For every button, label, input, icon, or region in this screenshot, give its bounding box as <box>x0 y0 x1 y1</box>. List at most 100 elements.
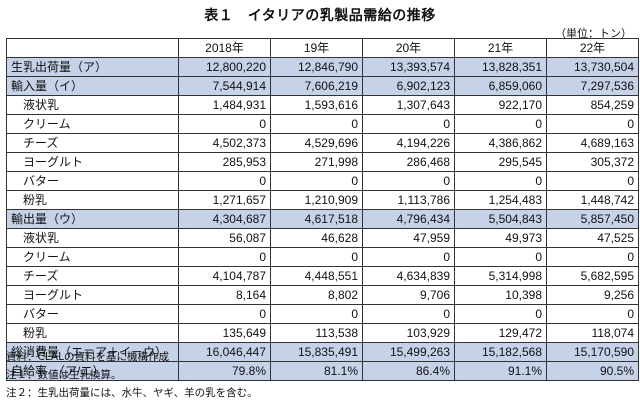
cell-value: 4,634,839 <box>362 266 455 286</box>
cell-value: 922,170 <box>454 95 547 115</box>
row-label: 液状乳 <box>6 95 179 115</box>
cell-value: 0 <box>270 304 363 324</box>
cell-value: 271,998 <box>270 152 363 172</box>
cell-value: 49,973 <box>454 228 547 248</box>
cell-value: 9,706 <box>362 285 455 305</box>
cell-value: 305,372 <box>546 152 639 172</box>
cell-value: 86.4% <box>362 361 455 381</box>
header-row: 2018年 19年 20年 21年 22年 <box>6 38 639 58</box>
cell-value: 0 <box>362 114 455 134</box>
row-label: 粉乳 <box>6 323 179 343</box>
cell-value: 1,593,616 <box>270 95 363 115</box>
cell-value: 16,046,447 <box>178 342 271 362</box>
table-row: ヨーグルト 285,953 271,998 286,468 295,545 305,372 <box>6 152 639 172</box>
cell-value: 47,959 <box>362 228 455 248</box>
cell-value: 91.1% <box>454 361 547 381</box>
header-year: 22年 <box>546 38 639 58</box>
cell-value: 0 <box>178 171 271 191</box>
cell-value: 8,164 <box>178 285 271 305</box>
cell-value: 1,271,657 <box>178 190 271 210</box>
cell-value: 0 <box>270 114 363 134</box>
table-title: 表１ イタリアの乳製品需給の推移 <box>204 8 436 24</box>
cell-value: 4,386,862 <box>454 133 547 153</box>
table-body: 生乳出荷量（ア） 12,800,220 12,846,790 13,393,574 13… <box>6 57 639 381</box>
cell-value: 12,800,220 <box>178 57 271 77</box>
table-row: 生乳出荷量（ア） 12,800,220 12,846,790 13,393,574 13… <box>6 57 639 77</box>
cell-value: 0 <box>546 304 639 324</box>
table-row: チーズ 4,104,787 4,448,551 4,634,839 5,314,998 5… <box>6 266 639 286</box>
cell-value: 4,194,226 <box>362 133 455 153</box>
cell-value: 0 <box>178 114 271 134</box>
cell-value: 79.8% <box>178 361 271 381</box>
table-row: クリーム 0 0 0 0 0 <box>6 247 639 267</box>
table-row: ヨーグルト 8,164 8,802 9,706 10,398 9,256 <box>6 285 639 305</box>
header-corner <box>6 38 179 58</box>
row-label: 輸入量（イ） <box>6 76 179 96</box>
cell-value: 135,649 <box>178 323 271 343</box>
cell-value: 4,304,687 <box>178 209 271 229</box>
row-label: ヨーグルト <box>6 152 179 172</box>
cell-value: 90.5% <box>546 361 639 381</box>
table-row: 粉乳 135,649 113,538 103,929 129,472 118,074 <box>6 323 639 343</box>
table-row: 液状乳 1,484,931 1,593,616 1,307,643 922,170 854… <box>6 95 639 115</box>
cell-value: 0 <box>454 114 547 134</box>
row-label: 粉乳 <box>6 190 179 210</box>
cell-value: 4,448,551 <box>270 266 363 286</box>
row-label: チーズ <box>6 266 179 286</box>
cell-value: 0 <box>546 114 639 134</box>
cell-value: 8,802 <box>270 285 363 305</box>
cell-value: 4,502,373 <box>178 133 271 153</box>
row-label: バター <box>6 304 179 324</box>
cell-value: 15,182,568 <box>454 342 547 362</box>
table-row: バター 0 0 0 0 0 <box>6 304 639 324</box>
cell-value: 4,104,787 <box>178 266 271 286</box>
cell-value: 7,544,914 <box>178 76 271 96</box>
cell-value: 1,307,643 <box>362 95 455 115</box>
cell-value: 0 <box>178 247 271 267</box>
unit-label: （単位：トン） <box>555 27 632 40</box>
cell-value: 113,538 <box>270 323 363 343</box>
row-label: クリーム <box>6 247 179 267</box>
cell-value: 0 <box>546 171 639 191</box>
cell-value: 1,448,742 <box>546 190 639 210</box>
row-label: 生乳出荷量（ア） <box>6 57 179 77</box>
cell-value: 0 <box>454 304 547 324</box>
cell-value: 12,846,790 <box>270 57 363 77</box>
note-2: 注２：生乳出荷量には、水牛、ヤギ、羊の乳を含む。 <box>6 387 258 399</box>
cell-value: 56,087 <box>178 228 271 248</box>
cell-value: 0 <box>362 247 455 267</box>
header-year: 2018年 <box>178 38 271 58</box>
table-row: 自給率 （ア/エ） 79.8% 81.1% 86.4% 91.1% 90.5% <box>6 361 639 381</box>
row-label: クリーム <box>6 114 179 134</box>
table-row: バター 0 0 0 0 0 <box>6 171 639 191</box>
cell-value: 5,857,450 <box>546 209 639 229</box>
table-row: 輸入量（イ） 7,544,914 7,606,219 6,902,123 6,859,0… <box>6 76 639 96</box>
cell-value: 295,545 <box>454 152 547 172</box>
notes: 資料：CLALの資料を基に機構作成 注１：数値は生乳換算。 注２：生乳出荷量には… <box>6 348 258 402</box>
row-label: 液状乳 <box>6 228 179 248</box>
cell-value: 1,210,909 <box>270 190 363 210</box>
cell-value: 47,525 <box>546 228 639 248</box>
cell-value: 6,902,123 <box>362 76 455 96</box>
note-source: 資料：CLALの資料を基に機構作成 <box>6 351 169 363</box>
header-year: 21年 <box>454 38 547 58</box>
row-label: 自給率 （ア/エ） <box>6 361 179 381</box>
header-year: 20年 <box>362 38 455 58</box>
cell-value: 129,472 <box>454 323 547 343</box>
cell-value: 13,828,351 <box>454 57 547 77</box>
cell-value: 5,314,998 <box>454 266 547 286</box>
cell-value: 81.1% <box>270 361 363 381</box>
cell-value: 15,499,263 <box>362 342 455 362</box>
cell-value: 0 <box>362 171 455 191</box>
cell-value: 15,170,590 <box>546 342 639 362</box>
cell-value: 286,468 <box>362 152 455 172</box>
table-row: チーズ 4,502,373 4,529,696 4,194,226 4,386,862 4… <box>6 133 639 153</box>
cell-value: 285,953 <box>178 152 271 172</box>
cell-value: 4,689,163 <box>546 133 639 153</box>
cell-value: 5,504,843 <box>454 209 547 229</box>
table-row: 総消費量（エ＝ア＋イ－ウ） 16,046,447 15,835,491 15,499,… <box>6 342 639 362</box>
cell-value: 46,628 <box>270 228 363 248</box>
table-row: 液状乳 56,087 46,628 47,959 49,973 47,525 <box>6 228 639 248</box>
row-label: バター <box>6 171 179 191</box>
